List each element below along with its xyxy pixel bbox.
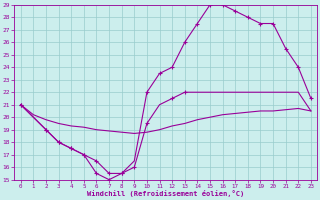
X-axis label: Windchill (Refroidissement éolien,°C): Windchill (Refroidissement éolien,°C) bbox=[87, 190, 244, 197]
